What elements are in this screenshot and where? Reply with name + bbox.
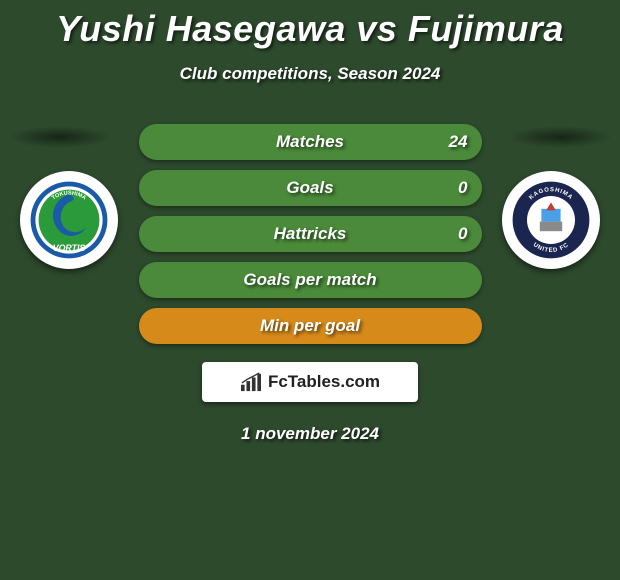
brand-label: FcTables.com xyxy=(268,372,380,392)
stat-bar: Min per goal xyxy=(139,308,482,344)
bar-label: Goals xyxy=(139,178,482,198)
comparison-date: 1 november 2024 xyxy=(0,424,620,444)
chart-icon xyxy=(240,372,262,392)
bar-label: Hattricks xyxy=(139,224,482,244)
brand-box[interactable]: FcTables.com xyxy=(202,362,418,402)
stat-bar: Goals0 xyxy=(139,170,482,206)
stat-bar: Goals per match xyxy=(139,262,482,298)
stat-bars: Matches24Goals0Hattricks0Goals per match… xyxy=(0,124,620,344)
bar-label: Min per goal xyxy=(139,316,482,336)
stat-bar: Matches24 xyxy=(139,124,482,160)
bar-value-right: 24 xyxy=(449,132,468,152)
comparison-title: Yushi Hasegawa vs Fujimura xyxy=(0,0,620,50)
bar-value-right: 0 xyxy=(458,224,467,244)
bar-value-right: 0 xyxy=(458,178,467,198)
bar-label: Goals per match xyxy=(139,270,482,290)
comparison-subtitle: Club competitions, Season 2024 xyxy=(0,64,620,84)
bar-label: Matches xyxy=(139,132,482,152)
stat-bar: Hattricks0 xyxy=(139,216,482,252)
